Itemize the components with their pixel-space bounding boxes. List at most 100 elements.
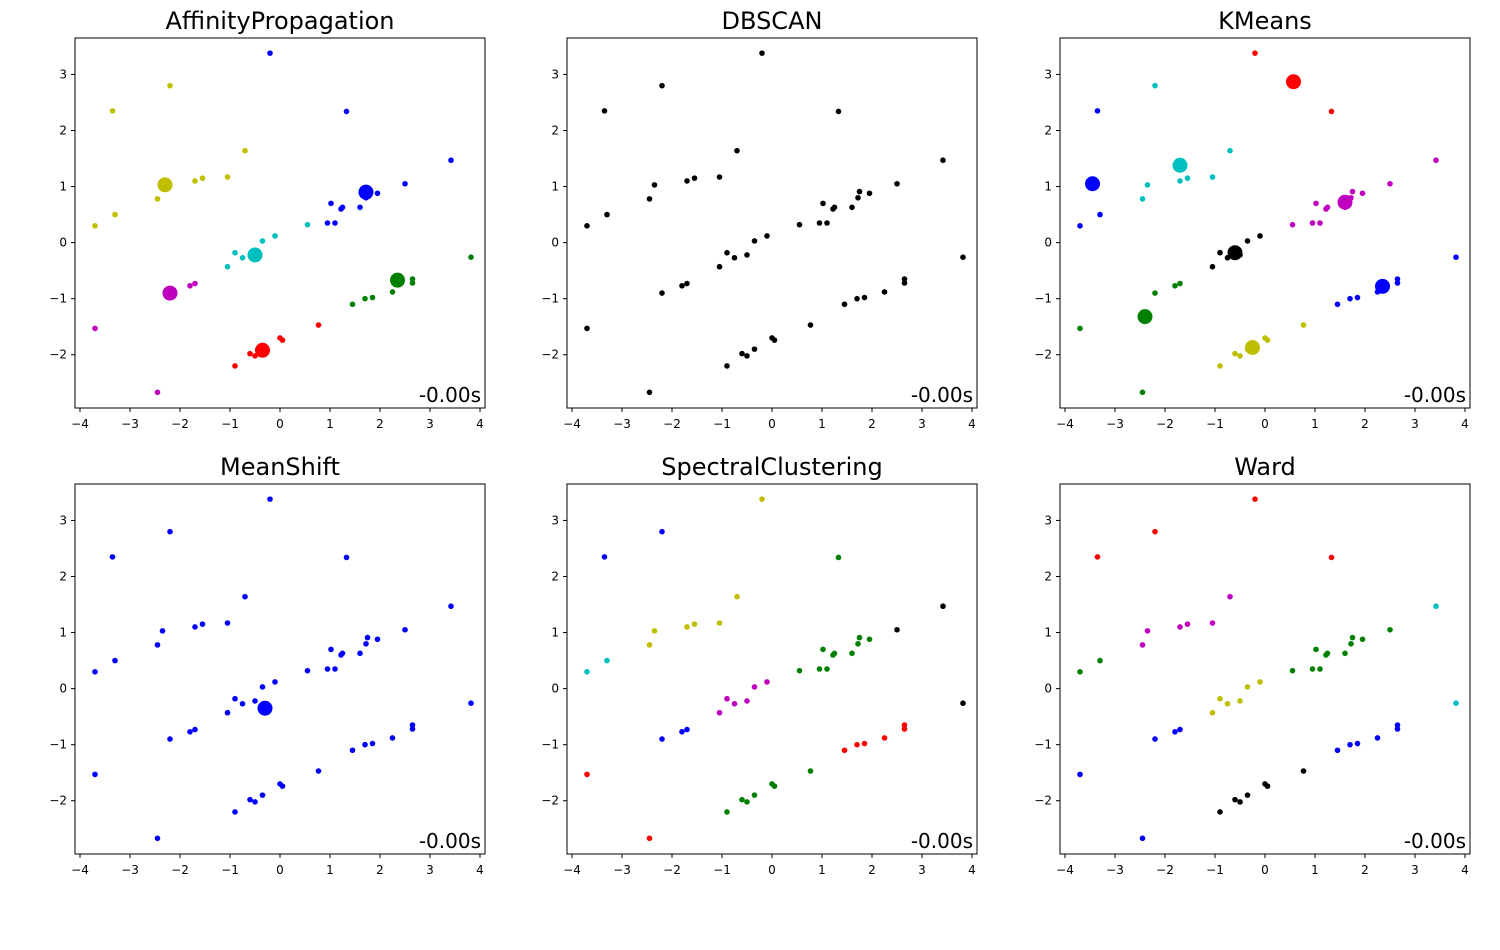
data-point (1347, 741, 1353, 748)
data-point (1317, 220, 1323, 226)
data-point (1394, 276, 1401, 282)
data-point (1172, 728, 1178, 735)
panel-title: Ward (1234, 453, 1296, 481)
data-point (1244, 792, 1251, 798)
x-tick-label: −3 (1106, 863, 1124, 877)
data-point (601, 108, 608, 114)
data-point (824, 220, 830, 226)
x-tick-label: 1 (818, 417, 826, 431)
elapsed-time-label: -0.00s (1404, 383, 1466, 407)
data-point (192, 280, 198, 287)
x-tick-label: −2 (171, 417, 189, 431)
x-tick-label: −1 (1206, 863, 1224, 877)
panel-meanshift: MeanShift −4 −3 −2 −1 0 1 2 3 4 −2 −1 0 1 2 3 -0.00s (49, 453, 486, 877)
data-point (224, 263, 231, 270)
x-tick-label: −2 (663, 417, 681, 431)
data-point (1394, 722, 1401, 728)
x-tick-label: 3 (918, 417, 926, 431)
y-tick-label: 1 (551, 180, 559, 194)
data-point (1217, 809, 1223, 815)
data-point (751, 238, 758, 244)
x-tick-label: −2 (663, 863, 681, 877)
data-point (374, 636, 381, 643)
data-point (1334, 747, 1341, 754)
y-tick-label: 0 (59, 682, 67, 696)
y-tick-label: 0 (1044, 682, 1052, 696)
data-point (659, 528, 665, 535)
data-point (1077, 325, 1083, 332)
data-point (731, 700, 738, 707)
data-point (315, 768, 322, 774)
elapsed-time-label: -0.00s (911, 383, 973, 407)
data-point (1300, 768, 1307, 774)
x-tick-label: −1 (221, 863, 239, 877)
plot-frame (1059, 37, 1471, 409)
x-tick-label: −3 (121, 863, 139, 877)
data-point (1453, 700, 1459, 706)
data-point (1252, 50, 1258, 56)
data-point (744, 353, 750, 359)
data-point (1309, 220, 1316, 226)
data-point (259, 684, 266, 690)
x-tick-label: 0 (1261, 863, 1269, 877)
plot-frame (1059, 483, 1471, 855)
data-point (1433, 157, 1439, 164)
data-point (724, 249, 730, 256)
x-tick-label: 0 (768, 863, 776, 877)
x-tick-label: 2 (376, 863, 384, 877)
data-point (448, 603, 454, 610)
x-tick-label: 0 (768, 417, 776, 431)
x-tick-label: 3 (426, 417, 434, 431)
data-point (731, 254, 738, 261)
data-point (1317, 666, 1323, 672)
data-point (259, 238, 266, 244)
y-tick-label: −1 (1034, 738, 1052, 752)
data-point (1077, 669, 1083, 675)
data-point (1237, 698, 1243, 704)
x-tick-label: 3 (1411, 417, 1419, 431)
y-tick-label: −2 (1034, 348, 1052, 362)
data-point (894, 626, 900, 633)
data-point (901, 280, 908, 286)
data-point (734, 147, 740, 154)
x-tick-label: −1 (713, 417, 731, 431)
data-point (816, 220, 823, 226)
data-point (252, 698, 258, 704)
data-point (744, 698, 750, 704)
data-point (1094, 554, 1101, 560)
x-tick-label: −4 (563, 863, 581, 877)
data-point (894, 180, 900, 187)
data-point (854, 741, 860, 748)
data-point (315, 322, 322, 328)
data-point (1244, 684, 1251, 690)
x-tick-label: 1 (818, 863, 826, 877)
data-point (604, 211, 610, 218)
panel-title: KMeans (1218, 7, 1312, 35)
x-tick-label: 2 (868, 417, 876, 431)
x-tick-label: 0 (276, 863, 284, 877)
x-tick-label: 4 (476, 863, 484, 877)
data-point (724, 363, 730, 369)
x-tick-label: −3 (121, 417, 139, 431)
data-point (584, 669, 590, 675)
data-point (247, 796, 253, 803)
y-tick-label: 2 (551, 570, 559, 584)
data-point (159, 628, 166, 634)
data-point (1077, 771, 1083, 778)
elapsed-time-label: -0.00s (419, 829, 481, 853)
data-point (771, 783, 778, 789)
cluster-center (162, 285, 178, 301)
data-point (856, 188, 863, 195)
data-point (861, 740, 868, 747)
data-point (304, 667, 311, 674)
data-point (279, 783, 286, 789)
data-point (1348, 640, 1354, 647)
data-point (1237, 799, 1243, 805)
data-point (328, 646, 334, 653)
data-point (364, 634, 371, 641)
x-tick-label: −4 (1056, 417, 1074, 431)
data-point (1347, 295, 1353, 302)
cluster-center (1085, 176, 1100, 192)
y-tick-label: −2 (49, 348, 67, 362)
data-point (835, 108, 842, 115)
